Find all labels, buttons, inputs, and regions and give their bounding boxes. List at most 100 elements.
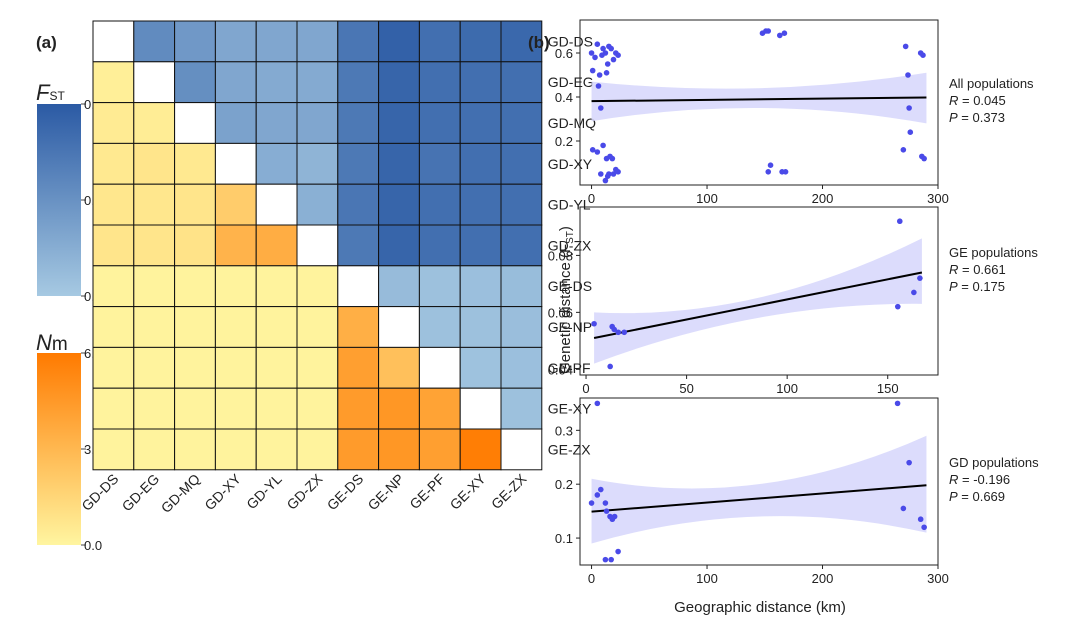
data-point [604,61,611,67]
regression-line [591,96,927,103]
heatmap-diagonal-cell [459,387,502,430]
heatmap-column-label: GD-MQ [158,471,203,516]
heatmap-cell-nm-gd-yl-gd-ds [92,183,135,226]
heatmap-row-label: GD-EG [548,74,594,90]
data-point [602,50,609,56]
group-title: GE populations [949,245,1038,260]
heatmap-cell-fst-gd-yl-ge-np [378,183,420,226]
heatmap-cell-fst-gd-xy-ge-ds [337,142,380,185]
scatter-ge-populations: 0 50 100 150 0.04 0.06 0.08 GE populations R = 0… [548,206,1038,396]
heatmap-cell-nm-ge-pf-gd-zx [296,346,339,389]
heatmap-column-label: GE-PF [406,471,448,513]
heatmap-cell-nm-ge-zx-ge-xy [459,428,502,471]
fst-colorbar [37,104,81,296]
data-point [921,155,927,162]
data-point [900,147,907,153]
data-point [905,72,911,78]
stat-r: R = 0.661 [949,262,1006,277]
data-point [591,320,597,327]
heatmap-cell-fst-gd-zx-ge-np [378,224,420,267]
heatmap-cell-nm-gd-yl-gd-mq [174,183,216,226]
data-point [902,43,909,50]
data-point [602,177,609,184]
heatmap-cell-fst-gd-mq-ge-ds [337,102,380,144]
data-point [588,500,595,506]
group-title: All populations [949,76,1034,91]
heatmap-row-label: GD-ZX [548,237,592,253]
plot-frame [579,19,939,186]
heatmap-cell-fst-ge-pf-ge-xy [459,346,502,389]
y-tick-label: 0.2 [555,134,573,149]
heatmap-cell-fst-ge-ds-ge-pf [418,265,461,308]
y-tick-label: 0.6 [555,46,573,61]
heatmap-cell-fst-ge-np-ge-pf [418,306,461,348]
x-tick-label: 100 [696,191,718,206]
heatmap-cell-fst-gd-xy-ge-xy [459,142,502,185]
data-point [615,52,621,58]
data-point [621,329,628,336]
data-point [920,52,926,58]
heatmap-cell-fst-gd-ds-gd-zx [296,20,339,63]
heatmap-row-label: GE-DS [548,278,592,294]
heatmap-diagonal-cell [255,183,298,226]
data-point [906,459,912,466]
regression-line [591,484,927,513]
heatmap-diagonal-cell [500,428,543,471]
data-point [609,155,616,162]
heatmap-cell-nm-ge-np-gd-yl [255,306,298,348]
x-tick-label: 150 [877,381,899,396]
heatmap-cell-fst-gd-mq-gd-zx [296,102,339,144]
heatmap-diagonal-cell [337,265,380,308]
heatmap-cell-fst-gd-eg-gd-yl [255,61,298,104]
heatmap-cell-fst-gd-xy-ge-pf [418,142,461,185]
heatmap-cell-nm-ge-np-gd-ds [92,306,135,348]
heatmap-cell-fst-gd-eg-gd-xy [214,61,257,104]
heatmap-cell-nm-ge-xy-gd-ds [92,387,135,430]
heatmap-cell-nm-ge-ds-gd-yl [255,265,298,308]
data-point [597,171,604,177]
heatmap-cell-nm-ge-np-gd-mq [174,306,216,348]
heatmap-diagonal-cell [174,102,216,144]
heatmap-cell-fst-gd-zx-ge-ds [337,224,380,267]
heatmap-column-label: GE-NP [364,471,407,514]
heatmap-cell-nm-ge-zx-ge-pf [418,428,461,471]
data-point [896,218,903,225]
data-point [917,516,924,523]
heatmap-row-label: GE-NP [548,319,592,335]
heatmap-cell-fst-gd-yl-ge-xy [459,183,502,226]
heatmap-column-label: GD-DS [78,471,121,514]
heatmap-cell-nm-ge-ds-gd-eg [133,265,176,308]
heatmap-cell-nm-ge-pf-ge-ds [337,346,380,389]
heatmap-row-label: GD-YL [548,197,591,213]
heatmap-cell-fst-gd-zx-ge-xy [459,224,502,267]
heatmap-cell-fst-gd-ds-gd-xy [214,20,257,63]
heatmap-cell-nm-ge-np-gd-zx [296,306,339,348]
heatmap-cell-nm-gd-zx-gd-xy [214,224,257,267]
heatmap-diagonal-cell [296,224,339,267]
x-axis-title: Geographic distance (km) [674,599,846,616]
heatmap-cell-fst-gd-yl-gd-zx [296,183,339,226]
heatmap-cell-fst-gd-yl-ge-ds [337,183,380,226]
y-tick-label: 0.2 [555,477,573,492]
heatmap-cell-nm-ge-xy-gd-eg [133,387,176,430]
heatmap-cell-nm-gd-xy-gd-eg [133,142,176,185]
stat-p: P = 0.373 [949,110,1005,125]
heatmap-cell-fst-gd-eg-gd-mq [174,61,216,104]
heatmap-cell-fst-gd-xy-ge-np [378,142,420,185]
heatmap-cell-fst-gd-ds-ge-np [378,20,420,63]
heatmap-diagonal-cell [418,346,461,389]
heatmap-cell-fst-gd-yl-ge-pf [418,183,461,226]
heatmap-cell-fst-gd-mq-ge-xy [459,102,502,144]
heatmap-cell-nm-ge-xy-gd-xy [214,387,257,430]
heatmap-column-label: GD-XY [201,470,244,513]
scatter-all-populations: 0 100 200 300 0.2 0.4 0.6 All populations R = 0.… [555,19,1034,206]
data-point [594,492,601,498]
heatmap-cell-nm-gd-eg-gd-ds [92,61,135,104]
heatmap-column-label: GD-ZX [283,470,326,513]
heatmap-cell-nm-ge-np-gd-xy [214,306,257,348]
data-point [782,169,789,175]
x-tick-label: 200 [812,191,834,206]
data-point [608,45,614,52]
heatmap-cell-fst-ge-ds-ge-zx [500,265,543,308]
